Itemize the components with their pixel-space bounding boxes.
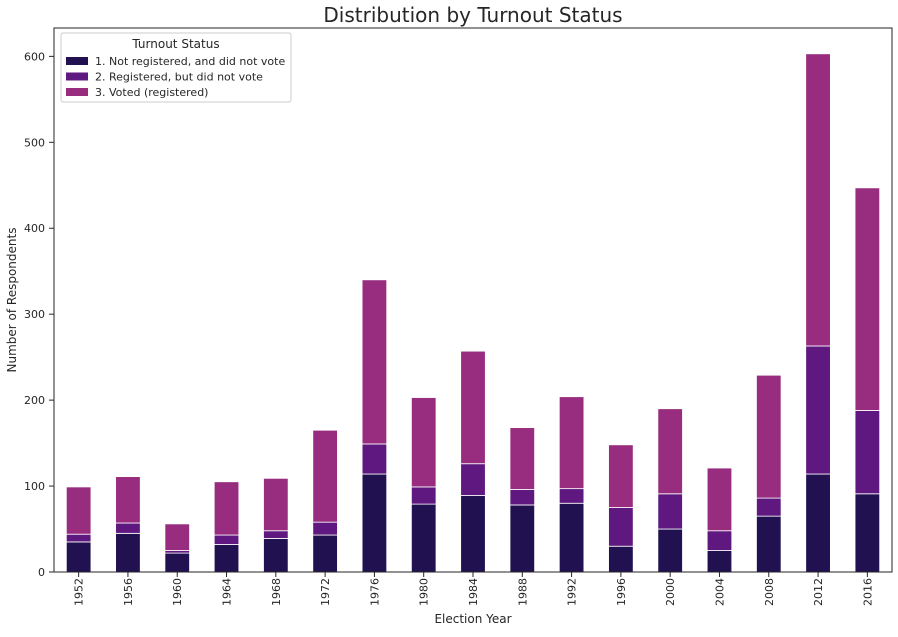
bar-1996-series-1 bbox=[608, 545, 634, 573]
plot-frame bbox=[53, 27, 893, 573]
bar-1972-series-3 bbox=[312, 429, 338, 523]
x-tick-label: 1980 bbox=[418, 578, 431, 606]
x-tick-label: 1988 bbox=[516, 578, 529, 606]
plot-area: 1952 1956 1960 1964 1968 1972 1976 1980 1984 1988… bbox=[24, 50, 881, 606]
bar-1968-series-1 bbox=[263, 538, 289, 573]
bar-1980-series-1 bbox=[410, 503, 437, 573]
bar-1964-series-2 bbox=[213, 534, 240, 545]
bar-1968-series-2 bbox=[263, 530, 289, 539]
bar-1976-series-3 bbox=[361, 279, 388, 445]
bar-1988-series-3 bbox=[509, 427, 536, 490]
bar-1984-series-3 bbox=[460, 350, 486, 465]
legend: Turnout Status 1. Not registered, and di… bbox=[60, 32, 292, 103]
bar-2008-series-2 bbox=[756, 497, 782, 517]
x-tick-label: 1976 bbox=[368, 578, 381, 606]
bar-2008-series-1 bbox=[756, 515, 782, 573]
bar-2012-series-3 bbox=[805, 53, 831, 347]
bar-2012-series-2 bbox=[805, 345, 831, 475]
bar-1996-series-3 bbox=[608, 444, 634, 508]
y-axis-label: Number of Respondents bbox=[5, 228, 19, 373]
x-axis-label: Election Year bbox=[434, 612, 511, 626]
bar-1960-series-3 bbox=[164, 523, 190, 551]
bar-1956-series-2 bbox=[115, 522, 141, 534]
chart-title: Distribution by Turnout Status bbox=[323, 3, 622, 27]
bar-1988-series-2 bbox=[509, 489, 536, 506]
x-tick-label: 1996 bbox=[615, 578, 628, 606]
legend-swatch-2 bbox=[66, 72, 88, 81]
y-tick-label: 600 bbox=[24, 50, 45, 63]
x-tick-label: 1956 bbox=[122, 578, 135, 606]
y-tick-label: 300 bbox=[24, 308, 45, 321]
x-tick-label: 1960 bbox=[171, 578, 184, 606]
legend-title: Turnout Status bbox=[131, 37, 219, 51]
bar-1972-series-1 bbox=[312, 534, 338, 573]
bar-1992-series-1 bbox=[558, 502, 585, 573]
bar-2016-series-2 bbox=[854, 410, 881, 495]
bar-1956-series-1 bbox=[115, 532, 141, 573]
x-tick-label: 2012 bbox=[812, 578, 825, 606]
y-tick-label: 400 bbox=[24, 222, 45, 235]
bar-1988-series-1 bbox=[509, 504, 536, 573]
x-tick-label: 1992 bbox=[566, 578, 579, 606]
bar-1964-series-3 bbox=[213, 481, 240, 536]
bar-2004-series-3 bbox=[706, 467, 733, 532]
bar-1972-series-2 bbox=[312, 521, 338, 536]
x-tick-label: 2008 bbox=[763, 578, 776, 606]
x-tick-label: 1984 bbox=[467, 578, 480, 606]
bar-2000-series-3 bbox=[657, 408, 683, 495]
y-tick-label: 200 bbox=[24, 394, 45, 407]
bar-1980-series-2 bbox=[410, 486, 437, 505]
y-tick-label: 100 bbox=[24, 480, 45, 493]
bar-1952-series-3 bbox=[65, 486, 92, 535]
bar-1976-series-2 bbox=[361, 443, 388, 475]
x-tick-label: 1972 bbox=[319, 578, 332, 606]
x-tick-label: 2000 bbox=[664, 578, 677, 606]
bar-1984-series-2 bbox=[460, 463, 486, 496]
bar-2000-series-2 bbox=[657, 493, 683, 530]
bar-1956-series-3 bbox=[115, 476, 141, 524]
bar-2000-series-1 bbox=[657, 528, 683, 573]
legend-label-3: 3. Voted (registered) bbox=[95, 86, 208, 99]
bar-2016-series-1 bbox=[854, 493, 881, 573]
bar-1964-series-1 bbox=[213, 544, 240, 573]
x-tick-label: 1964 bbox=[221, 578, 234, 606]
x-tick-label: 1968 bbox=[270, 578, 283, 606]
bar-1992-series-3 bbox=[558, 396, 585, 490]
bar-2012-series-1 bbox=[805, 473, 831, 573]
bar-1968-series-3 bbox=[263, 477, 289, 532]
bar-2004-series-1 bbox=[706, 550, 733, 573]
bar-1952-series-2 bbox=[65, 533, 92, 543]
x-tick-label: 1952 bbox=[73, 578, 86, 606]
legend-label-2: 2. Registered, but did not vote bbox=[95, 71, 263, 84]
bar-1980-series-3 bbox=[410, 397, 437, 488]
x-tick-label: 2004 bbox=[713, 578, 726, 606]
bar-2016-series-3 bbox=[854, 187, 881, 411]
bar-1976-series-1 bbox=[361, 473, 388, 573]
legend-box bbox=[60, 32, 292, 103]
legend-swatch-3 bbox=[66, 88, 88, 96]
bar-2008-series-3 bbox=[756, 374, 782, 499]
legend-label-1: 1. Not registered, and did not vote bbox=[95, 55, 285, 68]
x-tick-label: 2016 bbox=[861, 578, 874, 606]
y-tick-label: 0 bbox=[38, 566, 45, 579]
bar-1952-series-1 bbox=[65, 541, 92, 573]
bar-2004-series-2 bbox=[706, 530, 733, 551]
legend-swatch-1 bbox=[66, 57, 88, 65]
bar-1984-series-1 bbox=[460, 495, 486, 573]
bar-1960-series-1 bbox=[164, 552, 190, 573]
y-tick-label: 500 bbox=[24, 136, 45, 149]
bar-1996-series-2 bbox=[608, 507, 634, 547]
bar-1992-series-2 bbox=[558, 488, 585, 504]
